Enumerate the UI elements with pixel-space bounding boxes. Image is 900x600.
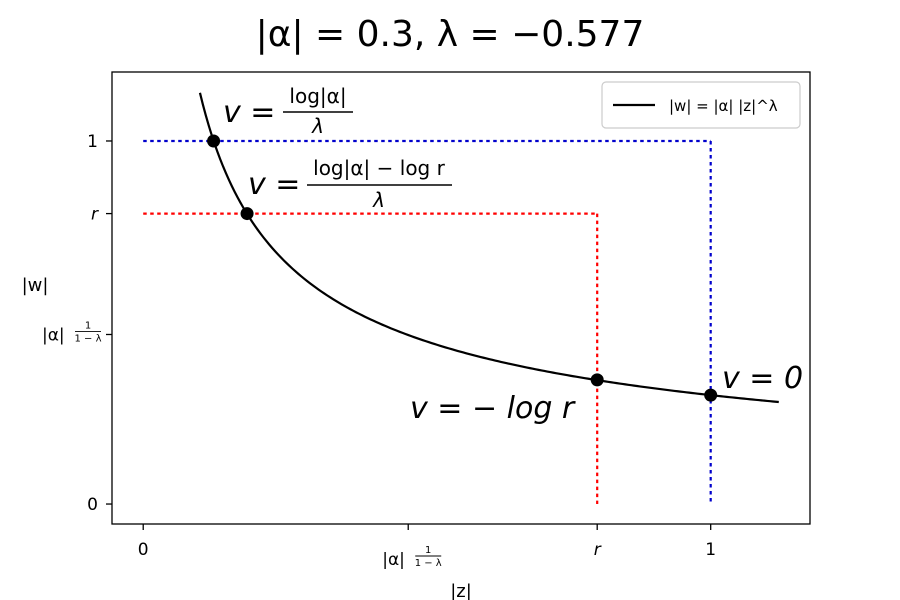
svg-text:1: 1 bbox=[425, 545, 431, 556]
svg-text:v =: v = bbox=[223, 95, 275, 130]
svg-text:|α|: |α| bbox=[42, 325, 65, 345]
y-tick-label: r bbox=[91, 205, 99, 225]
data-point-0 bbox=[207, 134, 221, 148]
svg-text:1: 1 bbox=[85, 320, 91, 331]
svg-text:λ: λ bbox=[311, 114, 324, 138]
annotation-v-zero: v = 0 bbox=[722, 361, 803, 396]
svg-text:1 − λ: 1 − λ bbox=[74, 333, 101, 344]
svg-text:|α|: |α| bbox=[382, 550, 405, 570]
annotation-log-alpha: v = log|α| λ bbox=[223, 84, 353, 138]
data-point-3 bbox=[704, 388, 718, 402]
y-tick-label: 1 bbox=[87, 132, 98, 152]
svg-text:v =: v = bbox=[248, 167, 300, 202]
y-axis-label: |w| bbox=[22, 275, 49, 296]
svg-text:log|α| − log r: log|α| − log r bbox=[313, 156, 445, 180]
x-tick-label-alpha-exponent: |α| 1 1 − λ bbox=[382, 545, 442, 570]
annotation-log-alpha-minus-log-r: v = log|α| − log r λ bbox=[248, 156, 452, 212]
svg-text:1 − λ: 1 − λ bbox=[415, 558, 442, 569]
x-tick-label: 0 bbox=[138, 540, 149, 560]
data-point-2 bbox=[590, 373, 604, 387]
y-tick-label-alpha-exponent: |α| 1 1 − λ bbox=[42, 320, 102, 345]
data-point-1 bbox=[240, 207, 254, 221]
y-tick-label: 0 bbox=[87, 495, 98, 515]
x-axis-label: |z| bbox=[450, 581, 472, 600]
legend: |w| = |α| |z|^λ bbox=[601, 81, 801, 129]
chart-title: |α| = 0.3, λ = −0.577 bbox=[256, 14, 645, 55]
legend-label: |w| = |α| |z|^λ bbox=[669, 97, 778, 115]
x-tick-label: 1 bbox=[705, 540, 716, 560]
x-tick-label: r bbox=[594, 540, 602, 560]
series-line-curve bbox=[198, 92, 779, 404]
svg-text:log|α|: log|α| bbox=[289, 84, 346, 108]
plot-area bbox=[111, 71, 811, 525]
svg-text:λ: λ bbox=[372, 188, 385, 212]
annotation-minus-log-r: v = − log r bbox=[410, 391, 576, 426]
